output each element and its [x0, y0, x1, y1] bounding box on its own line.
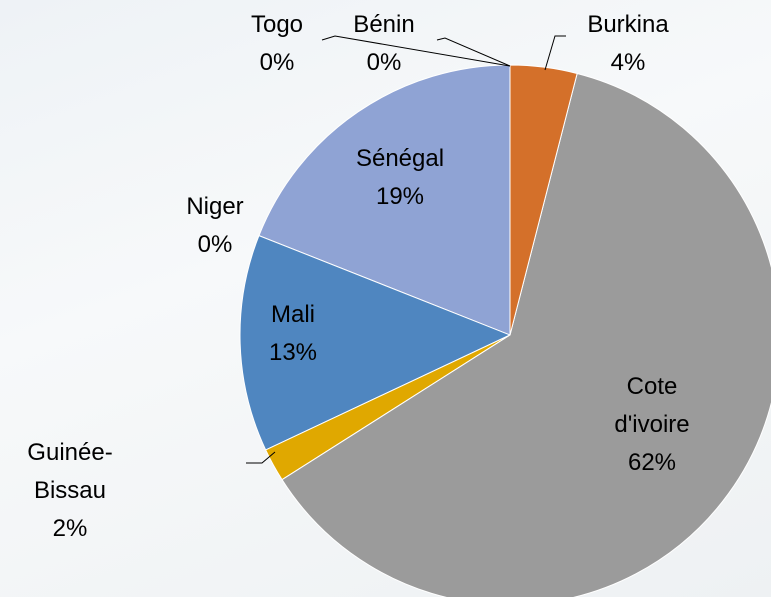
slice-label: Guinée-Bissau 2% [10, 434, 130, 548]
category-label: Cote d'ivoire [614, 373, 690, 438]
category-label: Mali [270, 301, 316, 328]
slice-label: Bénin 0% [353, 6, 414, 82]
slice-label: Burkina 4% [587, 6, 668, 82]
slice-label: Niger 0% [186, 188, 243, 264]
value-label: 4% [610, 49, 646, 76]
value-label: 2% [52, 515, 88, 542]
category-label: Togo [250, 11, 304, 38]
slice-label: Mali 13% [269, 296, 317, 372]
value-label: 13% [268, 339, 318, 366]
value-label: 0% [197, 231, 233, 258]
pie-slice [258, 64, 511, 336]
leader-line [246, 451, 276, 464]
value-label: 62% [627, 449, 677, 476]
pie-slice [239, 234, 512, 451]
slice-label: Cote d'ivoire 62% [593, 368, 712, 482]
slice-label: Togo 0% [251, 6, 303, 82]
leader-line [321, 35, 511, 67]
category-label: Niger [186, 193, 244, 220]
category-label: Burkina [587, 11, 669, 38]
pie-slice [509, 64, 578, 336]
category-label: Bénin [353, 11, 415, 38]
slice-label: Sénégal 19% [356, 140, 444, 216]
value-label: 0% [366, 49, 402, 76]
pie-slice [281, 72, 771, 597]
category-label: Guinée-Bissau [27, 439, 113, 504]
leader-line [436, 37, 511, 67]
value-label: 19% [375, 183, 425, 210]
value-label: 0% [259, 49, 295, 76]
category-label: Sénégal [355, 145, 445, 172]
leader-line [544, 35, 566, 71]
